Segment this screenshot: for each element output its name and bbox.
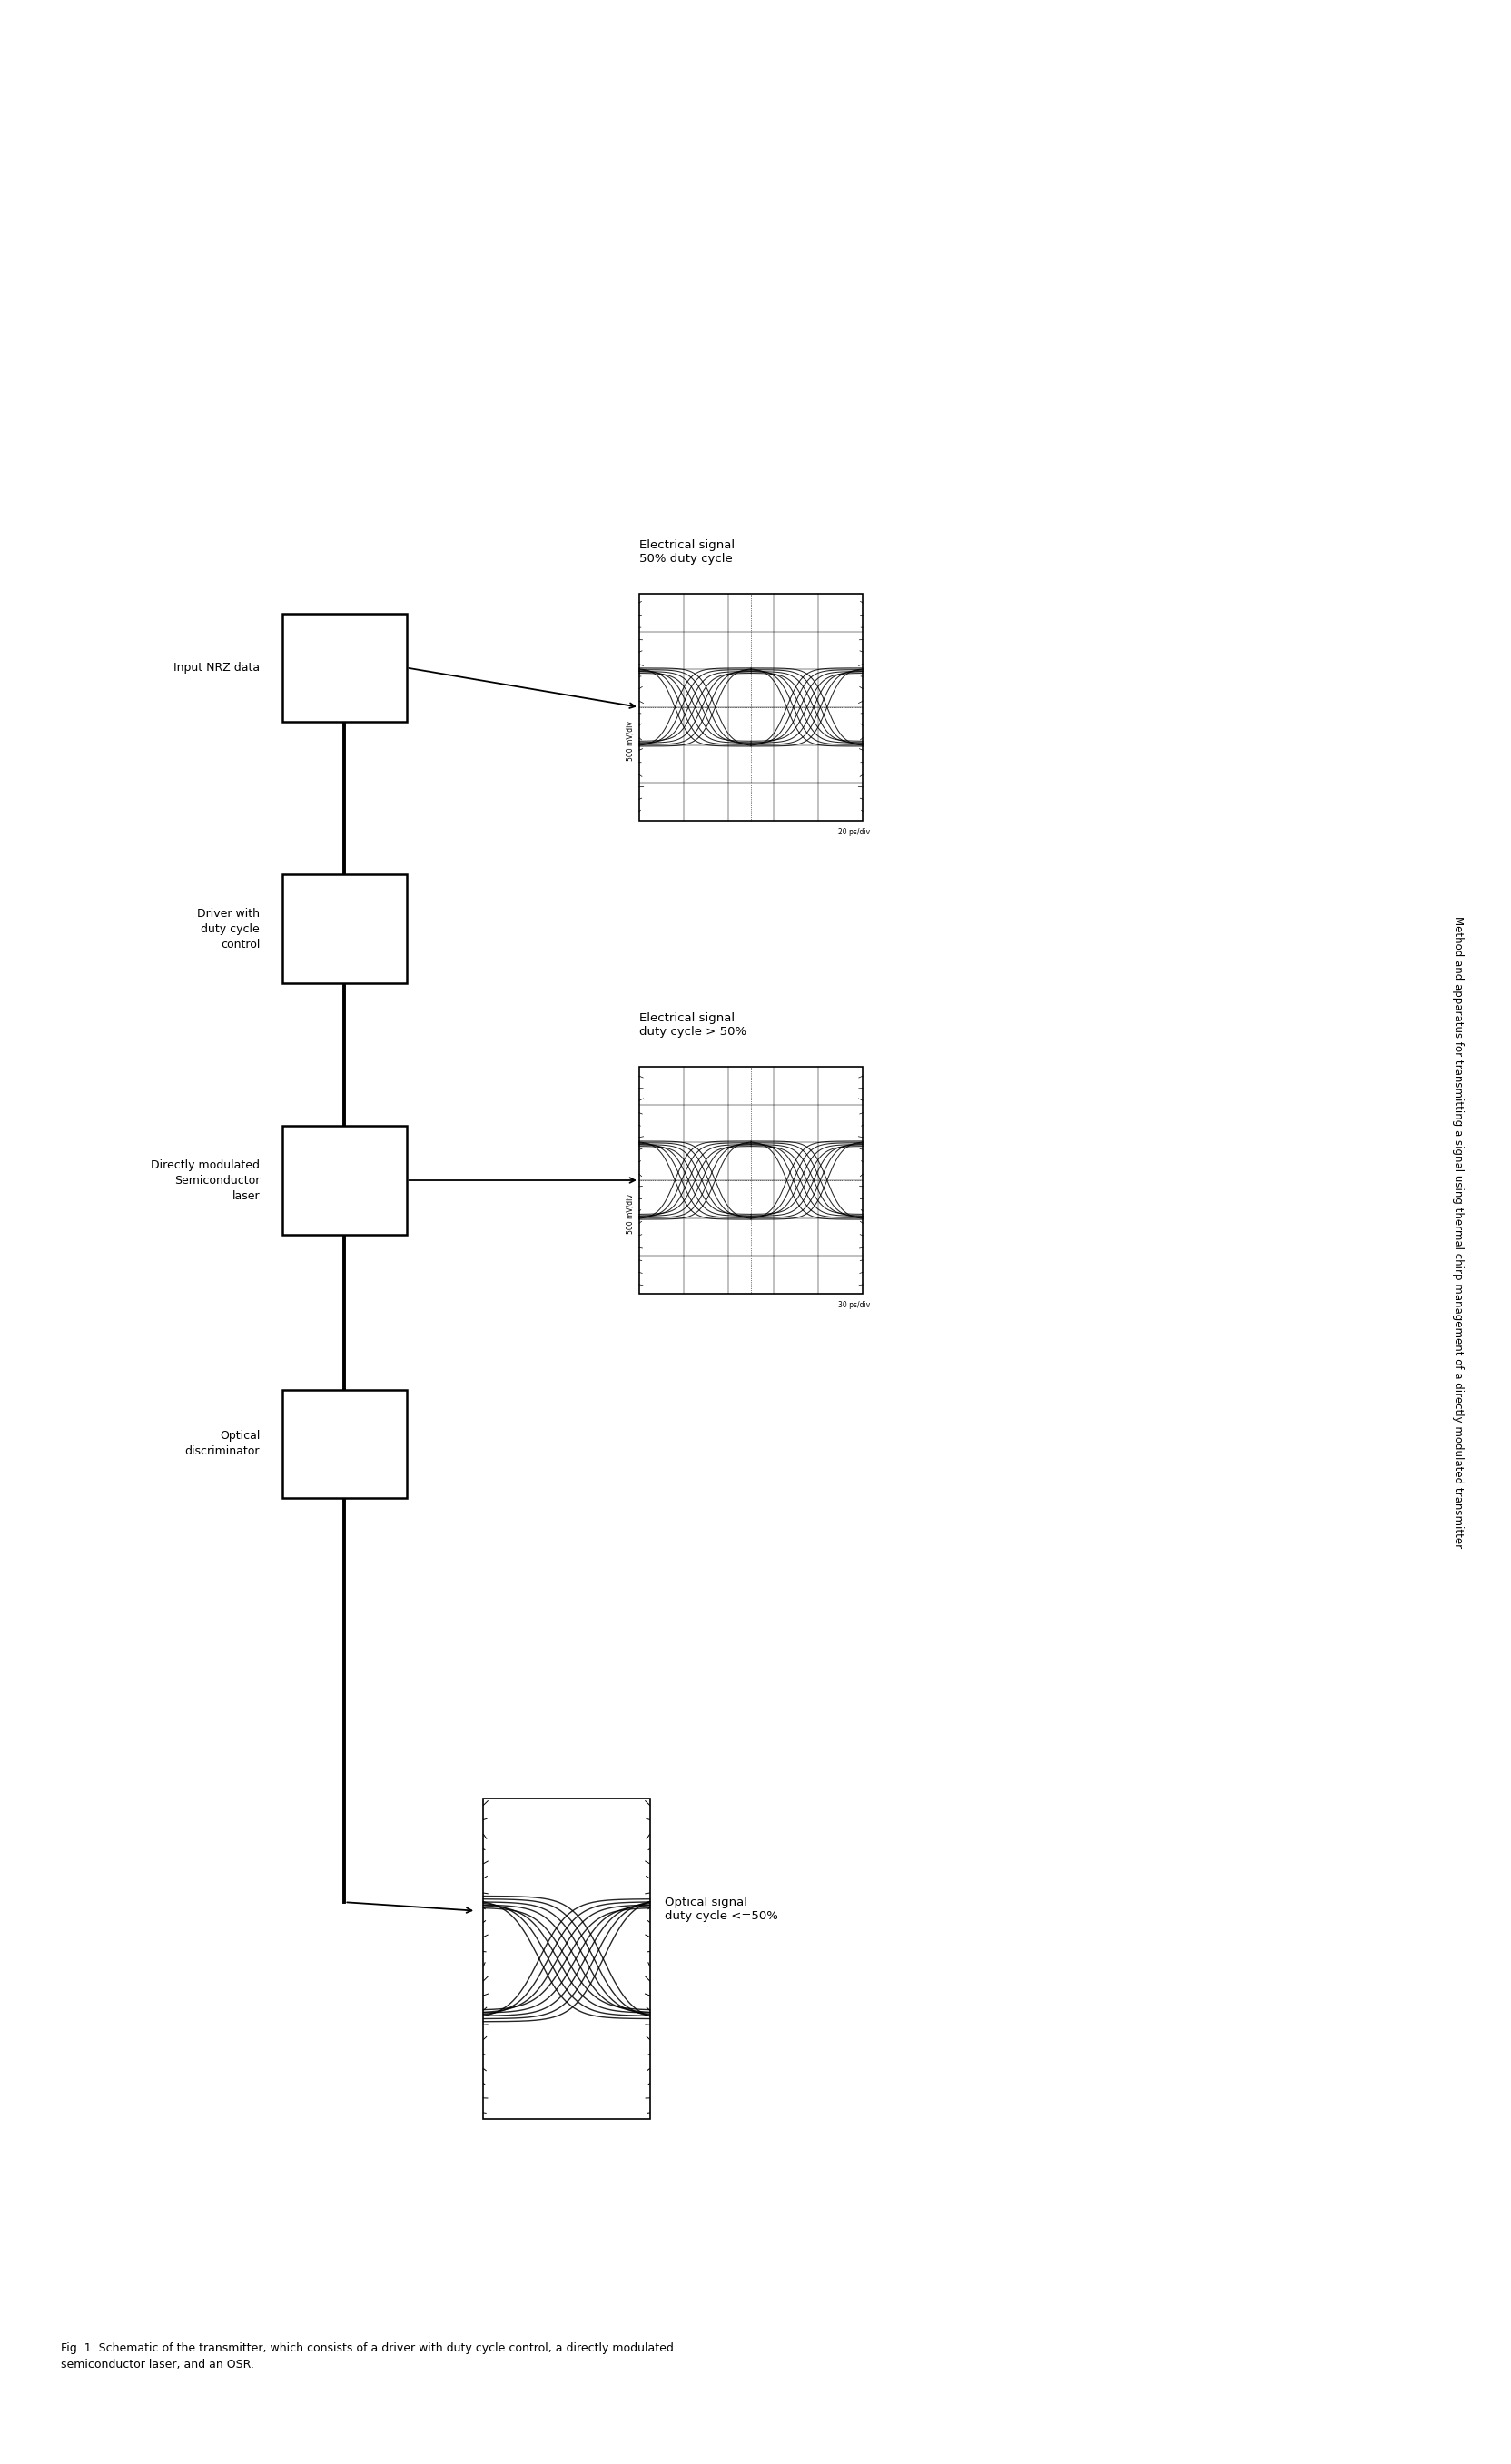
Bar [283,1390,406,1498]
Text: Driver with
duty cycle
control: Driver with duty cycle control [198,907,260,951]
Text: 30 ps/div: 30 ps/div [839,1301,870,1308]
Bar [283,875,406,983]
Text: Optical
discriminator: Optical discriminator [184,1429,260,1459]
Text: Electrical signal
duty cycle > 50%: Electrical signal duty cycle > 50% [639,1013,746,1037]
Bar [283,1126,406,1234]
Text: 20 ps/div: 20 ps/div [839,828,870,835]
Bar [639,1067,863,1294]
Text: 500 mV/div: 500 mV/div [626,722,635,761]
Text: 500 mV/div: 500 mV/div [626,1195,635,1234]
Text: Electrical signal
50% duty cycle: Electrical signal 50% duty cycle [639,540,734,564]
Bar [283,614,406,722]
Text: Method and apparatus for transmitting a signal using thermal chirp management of: Method and apparatus for transmitting a … [1452,917,1464,1547]
Text: Optical signal
duty cycle <=50%: Optical signal duty cycle <=50% [665,1897,778,1922]
Bar [484,1799,650,2119]
Text: Input NRZ data: Input NRZ data [174,663,260,673]
Bar [639,594,863,821]
Text: Fig. 1. Schematic of the transmitter, which consists of a driver with duty cycle: Fig. 1. Schematic of the transmitter, wh… [60,2343,674,2370]
Text: Directly modulated
Semiconductor
laser: Directly modulated Semiconductor laser [151,1158,260,1202]
